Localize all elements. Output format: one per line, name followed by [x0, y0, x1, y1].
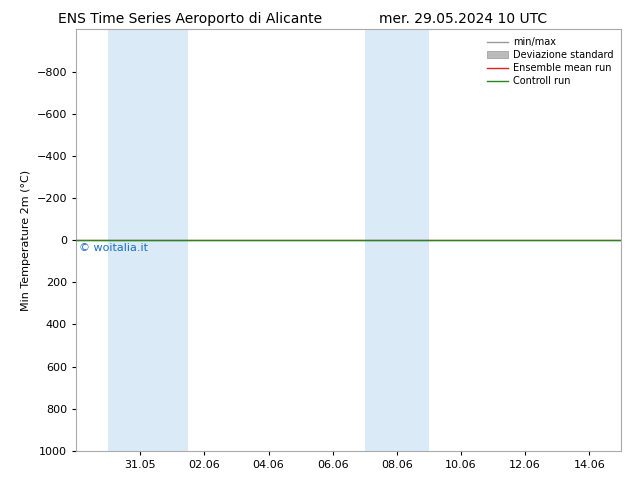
Legend: min/max, Deviazione standard, Ensemble mean run, Controll run: min/max, Deviazione standard, Ensemble m… [484, 34, 616, 89]
Text: © woitalia.it: © woitalia.it [79, 244, 148, 253]
Text: mer. 29.05.2024 10 UTC: mer. 29.05.2024 10 UTC [378, 12, 547, 26]
Bar [108, 29, 188, 451]
Bar [365, 29, 429, 451]
Y-axis label: Min Temperature 2m (°C): Min Temperature 2m (°C) [21, 170, 31, 311]
Text: ENS Time Series Aeroporto di Alicante: ENS Time Series Aeroporto di Alicante [58, 12, 322, 26]
